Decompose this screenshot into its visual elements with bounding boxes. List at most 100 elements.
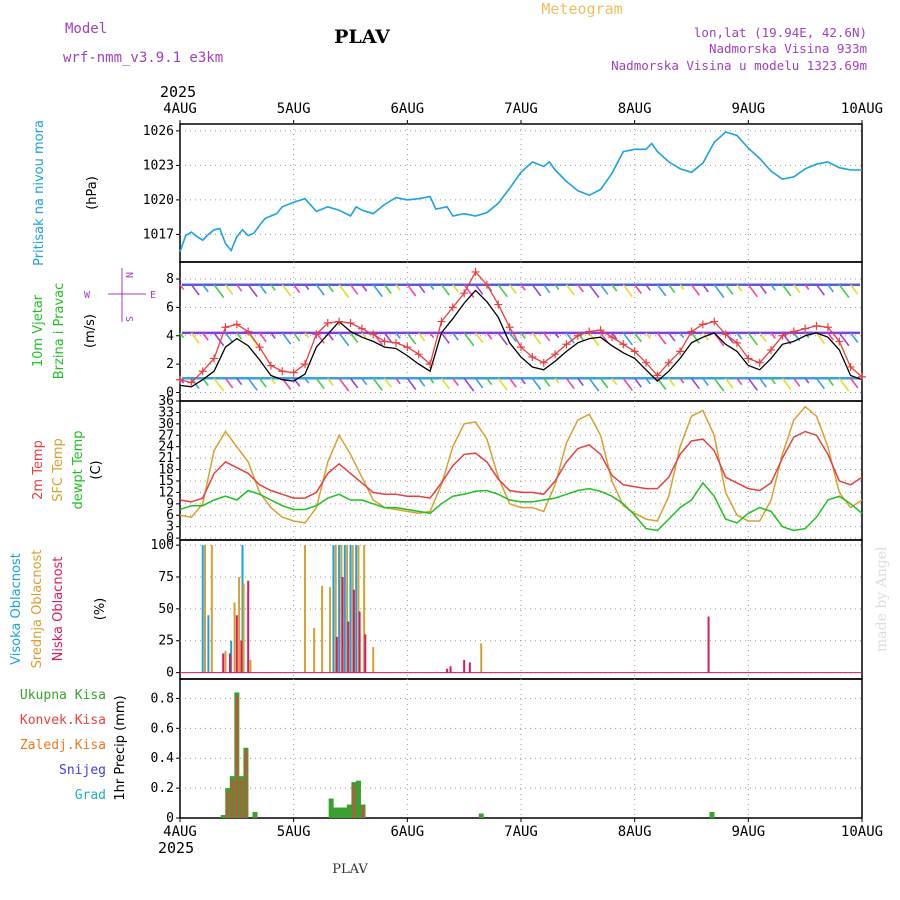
ytick-label: 2 <box>166 357 174 372</box>
wind-barb <box>851 333 858 343</box>
wind-gust-marker <box>699 320 707 328</box>
wind-barb <box>510 285 517 294</box>
wind-barb <box>532 378 540 389</box>
wind-barb <box>851 378 858 388</box>
wind-barb <box>623 378 632 390</box>
wind-barb <box>498 285 507 297</box>
pressure-unit: (hPa) <box>85 176 100 210</box>
precip-unit: 1hr Precip (mm) <box>113 695 128 800</box>
wind-barb <box>373 378 382 390</box>
wind-barb <box>714 285 724 298</box>
wind-barb <box>351 378 358 388</box>
wind-gust-marker <box>347 319 355 327</box>
wind-barb <box>635 333 642 342</box>
conv-precip-bar <box>362 806 364 818</box>
ytick-label: 6 <box>166 300 174 315</box>
wind-barb <box>225 333 232 343</box>
wind-barb <box>441 285 449 295</box>
model-name: wrf-nmm_v3.9.1 e3km <box>63 50 223 66</box>
wind-gust-marker <box>358 325 366 333</box>
wind-barb <box>726 378 733 388</box>
wind-barb <box>839 285 849 298</box>
wind-barb <box>714 378 724 391</box>
ytick-label: 25 <box>158 634 174 649</box>
wind-barb <box>782 285 790 296</box>
wind-barb <box>225 378 232 388</box>
wind-barb <box>726 285 733 295</box>
model-label: Model <box>65 21 107 37</box>
compass-north: N <box>123 272 134 278</box>
xtick-label-top: 10AUG <box>841 101 883 117</box>
xtick-label-bottom: 6AUG <box>390 824 424 840</box>
wind-gust-marker <box>585 328 593 336</box>
wind-barb <box>407 378 415 389</box>
wind-barb <box>657 285 665 296</box>
model-elevation-text: Nadmorska Visina u modelu 1323.69m <box>611 58 867 73</box>
temp-dew-label: dewpt Temp <box>71 430 86 509</box>
wind-barb <box>657 333 665 344</box>
wind-barb <box>601 285 608 295</box>
wind-barb <box>407 333 415 344</box>
chart-grids <box>180 124 862 818</box>
wind-barb <box>214 378 224 391</box>
wind-gust-marker <box>506 323 514 331</box>
ytick-label: 1023 <box>143 158 174 173</box>
wind-barb <box>589 285 599 298</box>
total-precip-bar <box>479 814 484 818</box>
wind-barb <box>748 333 757 345</box>
chart-ticks: 1017102010231026024680369121518212427303… <box>143 101 883 840</box>
wind-gust-marker <box>790 328 798 336</box>
wind-barb <box>464 378 474 391</box>
total-precip-bar <box>342 808 347 818</box>
compass-south: S <box>123 316 134 322</box>
wind-barb <box>339 285 349 298</box>
wind-barb <box>441 333 449 343</box>
xtick-label-bottom: 7AUG <box>504 824 538 840</box>
wind-barb <box>260 378 267 387</box>
ytick-label: 100 <box>151 538 174 553</box>
wind-barb <box>566 378 574 388</box>
wind-barb <box>623 285 632 297</box>
elevation-text: Nadmorska Visina 933m <box>709 41 867 56</box>
wind-gust-marker <box>688 328 696 336</box>
ytick-label: 8 <box>166 272 174 287</box>
wind-barb <box>760 285 767 294</box>
wind-gust-marker <box>233 320 241 328</box>
wind-barb <box>566 285 574 295</box>
wind-barb <box>532 285 540 296</box>
ytick-label: 1026 <box>143 124 174 139</box>
legend-conv-precip: Konvek.Kisa <box>20 713 106 728</box>
wind-gust-marker <box>221 323 229 331</box>
wind-barb <box>316 378 324 388</box>
legend-hail: Grad <box>75 788 106 803</box>
ytick-label: 0.6 <box>151 721 174 736</box>
coords-text: lon,lat (19.94E, 42.6N) <box>694 25 867 40</box>
wind-barb <box>316 285 324 295</box>
conv-precip-bar <box>353 785 355 818</box>
wind-ylabel-sub: Brzina i Pravac <box>52 283 67 380</box>
cloud-mid-label: Srednja Oblacnost <box>30 550 45 669</box>
wind-barb <box>476 378 483 388</box>
xtick-label-bottom: 5AUG <box>277 824 311 840</box>
wind-barb <box>373 285 382 297</box>
temp-unit: (C) <box>89 460 104 479</box>
wind-barb <box>476 285 483 295</box>
conv-precip-bar <box>245 749 247 818</box>
wind-barb <box>248 285 257 297</box>
xtick-label-top: 9AUG <box>731 101 765 117</box>
wind-barb <box>385 285 392 294</box>
total-precip-bar <box>709 812 714 818</box>
wind-barb <box>839 378 849 391</box>
xtick-label-top: 7AUG <box>504 101 538 117</box>
wind-barb <box>385 333 392 342</box>
legend-total-precip: Ukupna Kisa <box>20 688 106 703</box>
ytick-label: 50 <box>158 602 174 617</box>
wind-barb <box>692 285 700 295</box>
wind-barb <box>851 285 858 295</box>
wind-barb <box>748 285 757 297</box>
wind-barb <box>225 285 232 295</box>
wind-gust-marker <box>813 322 821 330</box>
wind-barb <box>260 333 267 342</box>
wind-barb <box>589 333 599 346</box>
temp-2m-label: 2m Temp <box>31 440 46 500</box>
